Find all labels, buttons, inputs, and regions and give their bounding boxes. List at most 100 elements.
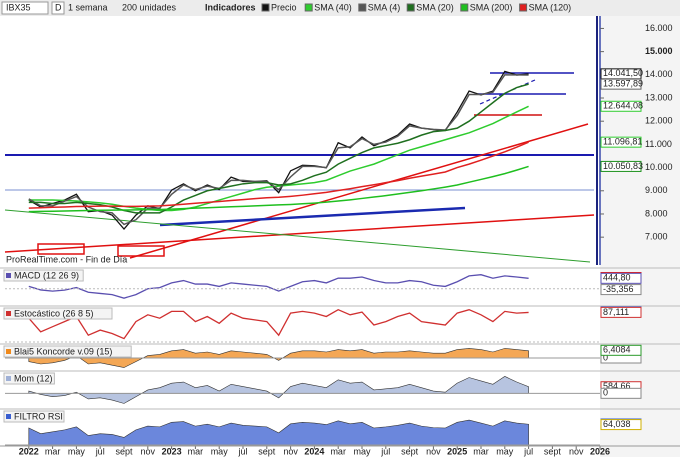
x-tick-label: may — [496, 446, 514, 456]
x-tick-label: may — [211, 446, 229, 456]
y-tick-label: 11.000 — [645, 139, 672, 149]
y-tick-label: 16.000 — [645, 23, 673, 33]
last-value-label: 64,038 — [603, 419, 631, 429]
legend-swatch — [358, 3, 367, 12]
x-tick-label: may — [353, 446, 371, 456]
symbol: IBX35 — [6, 2, 31, 12]
legend-swatch — [304, 3, 313, 12]
x-tick-label: sept — [401, 446, 419, 456]
period: D — [55, 2, 62, 12]
trend-line — [4, 214, 595, 253]
price-label: 10.050,83 — [603, 161, 643, 171]
x-tick-label: jul — [237, 446, 247, 456]
y-tick-label: 8.000 — [645, 208, 668, 218]
panel-title: FILTRO RSI — [14, 411, 63, 421]
legend-label: SMA (120) — [529, 2, 572, 12]
annotation: ProRealTime.com - Fin de Día — [6, 254, 127, 264]
panel-title: Estocástico (26 8 5) — [14, 308, 94, 318]
panel-title: Mom (12) — [14, 373, 53, 383]
price-label-box — [600, 78, 642, 90]
x-tick-label: mar — [330, 446, 346, 456]
x-tick-label: nov — [283, 446, 298, 456]
last-value-label: 444,80 — [603, 273, 631, 283]
panel-title-swatch — [6, 376, 11, 381]
y-tick-label: 13.000 — [645, 92, 673, 102]
trend-line — [159, 206, 466, 227]
legend-label: SMA (4) — [368, 2, 401, 12]
y-tick-label: 14.000 — [645, 69, 673, 79]
x-tick-label: jul — [523, 446, 533, 456]
y-tick-label: 7.000 — [645, 232, 668, 242]
x-tick-label: nov — [569, 446, 584, 456]
legend-label: SMA (20) — [416, 2, 454, 12]
x-tick-label: 2022 — [19, 446, 39, 456]
panel-title-box — [3, 269, 84, 282]
panel-title-swatch — [6, 414, 11, 419]
y-tick-label: 9.000 — [645, 185, 668, 195]
x-tick-label: sept — [544, 446, 562, 456]
last-value-label-box — [600, 284, 642, 296]
series-line — [28, 141, 529, 209]
toolbar — [0, 0, 680, 16]
x-tick-label: jul — [95, 446, 105, 456]
x-tick-label: sept — [258, 446, 276, 456]
series-line — [28, 165, 529, 213]
x-tick-label: may — [68, 446, 86, 456]
legend-swatch — [460, 3, 469, 12]
units[interactable]: 200 unidades — [122, 2, 177, 12]
interval[interactable]: 1 semana — [68, 2, 108, 12]
x-tick-label: mar — [45, 446, 61, 456]
price-label: 14.041,50 — [603, 68, 643, 78]
panel-title-box — [3, 372, 55, 385]
series-line — [28, 83, 529, 214]
series-area — [28, 376, 529, 404]
trend-line — [4, 209, 591, 263]
price-label: 13.597,89 — [603, 79, 643, 89]
panel-title-box — [3, 307, 113, 320]
price-label-box — [600, 160, 642, 172]
last-value-label: 6,4084 — [603, 345, 631, 355]
y-tick-label: 12.000 — [645, 116, 673, 126]
panel-title: Blai5 Koncorde v.09 (15) — [14, 346, 112, 356]
price-label-box — [600, 100, 642, 112]
last-value-label: 0 — [603, 388, 608, 398]
legend-label: Precio — [271, 2, 297, 12]
x-tick-label: 2025 — [447, 446, 467, 456]
price-label-box — [600, 136, 642, 148]
x-tick-label: 2024 — [304, 446, 324, 456]
panel-title-swatch — [6, 311, 11, 316]
price-label: 11.096,81 — [603, 137, 642, 147]
series-line — [28, 274, 529, 299]
x-tick-label: mar — [473, 446, 489, 456]
series-line — [28, 308, 529, 340]
y-tick-label: 10.000 — [645, 162, 673, 172]
panel-title-box — [3, 410, 65, 423]
period-box[interactable] — [51, 1, 65, 15]
x-tick-label: nov — [141, 446, 156, 456]
indicators[interactable]: Indicadores — [205, 2, 256, 12]
trend-line — [129, 123, 589, 259]
series-line — [28, 105, 529, 212]
last-value-label-box — [600, 272, 642, 284]
last-value-label: 584,66 — [603, 381, 631, 391]
legend-swatch — [406, 3, 415, 12]
price-label: 12.644,08 — [603, 101, 643, 111]
zone-box — [37, 243, 85, 255]
x-tick-label: 2026 — [590, 446, 610, 456]
last-value-label: -35,356 — [603, 284, 634, 294]
x-tick-label: nov — [426, 446, 441, 456]
last-value-label-box — [600, 387, 642, 399]
panel-title-swatch — [6, 273, 11, 278]
last-value-label: 87,111 — [603, 307, 629, 317]
panel-title-box — [3, 345, 132, 358]
legend-swatch — [261, 3, 270, 12]
series-area — [28, 419, 529, 446]
symbol-box[interactable] — [1, 1, 49, 15]
last-value-label: 0 — [603, 352, 608, 362]
legend-label: SMA (200) — [470, 2, 513, 12]
x-tick-label: sept — [115, 446, 133, 456]
last-value-label-box — [600, 419, 642, 431]
x-tick-label: mar — [188, 446, 204, 456]
y-tick-label: 15.000 — [645, 46, 673, 56]
